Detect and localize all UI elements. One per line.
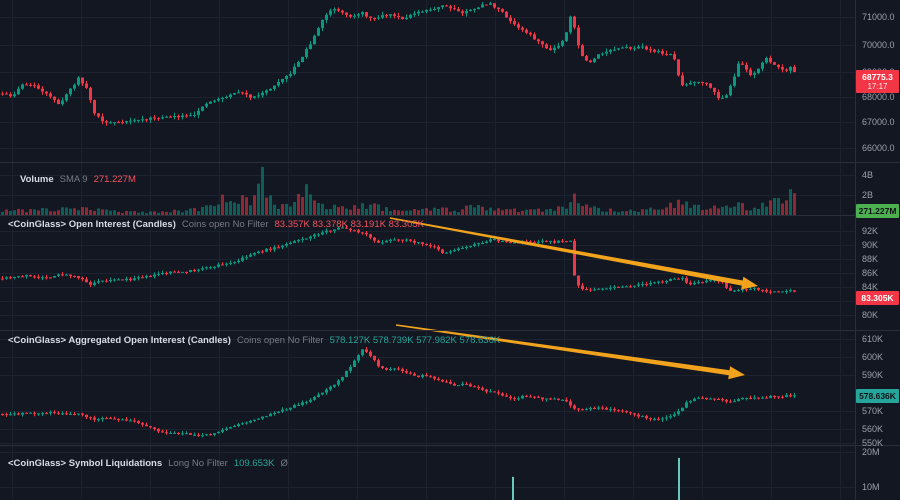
aggregated-open-interest-value-badge: 578.636K: [856, 389, 899, 403]
candle-countdown: 17:17: [867, 82, 888, 91]
axis-tick-label: 66000.0: [862, 143, 895, 153]
axis-tick-label: 590K: [862, 370, 884, 380]
axis-tick-label: 560K: [862, 424, 884, 434]
axis-tick-label: 68000.0: [862, 92, 895, 102]
volume-legend-title[interactable]: Volume: [20, 174, 54, 185]
axis-tick-label: 67000.0: [862, 117, 895, 127]
volume-legend-sma-value: 271.227M: [93, 174, 136, 185]
axis-tick-label: 20M: [862, 447, 880, 457]
axis-tick-label: 90K: [862, 240, 879, 250]
symbol-liquidations-legend-value: 109.653K: [233, 458, 275, 469]
pane-oi-series[interactable]: [1, 225, 796, 295]
symbol-liquidations-legend-empty-value: Ø: [280, 458, 288, 469]
axis-tick-label: 70000.0: [862, 40, 895, 50]
aggregated-open-interest-legend-title[interactable]: <CoinGlass> Aggregated Open Interest (Ca…: [8, 335, 231, 346]
pane-liquidations-series[interactable]: [512, 457, 680, 500]
axis-tick-label: 10M: [862, 482, 880, 492]
open-interest-legend-title[interactable]: <CoinGlass> Open Interest (Candles): [8, 219, 176, 230]
trend-arrow-2[interactable]: [395, 324, 745, 380]
axis-tick-label: 4B: [862, 170, 874, 180]
axis-tick-label: 600K: [862, 352, 884, 362]
symbol-liquidations-legend: <CoinGlass> Symbol Liquidations Long No …: [8, 458, 288, 469]
symbol-liquidations-legend-params: Long No Filter: [168, 458, 228, 469]
volume-value-badge: 271.227M: [856, 204, 899, 218]
open-interest-legend: <CoinGlass> Open Interest (Candles) Coin…: [8, 219, 424, 230]
last-price-badge: 68775.3 17:17: [856, 70, 899, 93]
last-price-value: 68775.3: [862, 72, 893, 82]
open-interest-legend-ohlc: 83.357K 83.378K 83.191K 83.305K: [274, 219, 425, 230]
aggregated-open-interest-legend-params: Coins open No Filter: [236, 335, 324, 346]
axis-tick-label: 2B: [862, 190, 874, 200]
trend-arrow-1[interactable]: [389, 217, 758, 290]
volume-legend-sma-label: SMA 9: [59, 174, 88, 185]
axis-tick-label: 610K: [862, 334, 884, 344]
open-interest-value-badge: 83.305K: [856, 291, 899, 305]
axis-tick-label: 550K: [862, 438, 884, 448]
axis-tick-label: 570K: [862, 406, 884, 416]
axis-tick-label: 80K: [862, 310, 879, 320]
pane-aggoi-series[interactable]: [1, 347, 796, 438]
grid-lines: [0, 0, 855, 500]
pane-volume-series[interactable]: [1, 166, 796, 215]
aggregated-open-interest-legend: <CoinGlass> Aggregated Open Interest (Ca…: [8, 335, 500, 346]
volume-legend: Volume SMA 9 271.227M: [20, 174, 136, 185]
axis-tick-label: 84K: [862, 282, 879, 292]
aggregated-open-interest-legend-ohlc: 578.127K 578.739K 577.982K 578.636K: [329, 335, 501, 346]
pane-price-series[interactable]: [1, 1, 796, 126]
symbol-liquidations-legend-title[interactable]: <CoinGlass> Symbol Liquidations: [8, 458, 163, 469]
axis-tick-label: 88K: [862, 254, 879, 264]
axis-tick-label: 71000.0: [862, 12, 895, 22]
open-interest-legend-params: Coins open No Filter: [181, 219, 269, 230]
axis-tick-label: 86K: [862, 268, 879, 278]
axis-tick-label: 92K: [862, 226, 879, 236]
